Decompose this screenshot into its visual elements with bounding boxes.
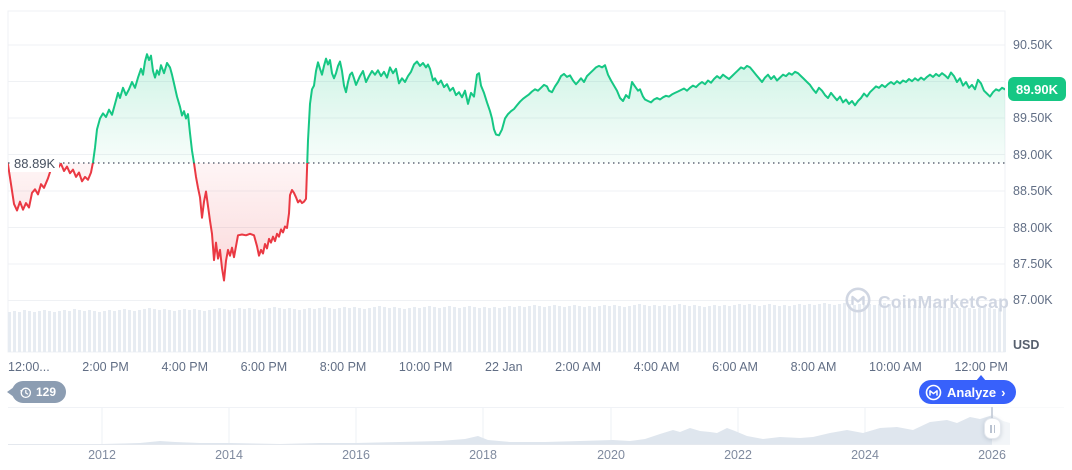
x-axis-label: 12:00 PM xyxy=(954,360,1008,374)
timeline-year-label: 2020 xyxy=(597,448,625,462)
timeline-unselected-overlay xyxy=(992,407,1072,445)
timeline-year-label: 2022 xyxy=(724,448,752,462)
timeline-year-label: 2012 xyxy=(88,448,116,462)
timeline-area xyxy=(8,415,1010,445)
drag-handle-icon xyxy=(990,424,992,433)
timeline-year-label: 2026 xyxy=(978,448,1006,462)
coinmarketcap-logo-icon xyxy=(925,384,942,401)
y-axis-label: 87.00K xyxy=(1013,293,1053,307)
timeline-year-label: 2014 xyxy=(215,448,243,462)
timeline-year-label: 2018 xyxy=(469,448,497,462)
y-axis-label: 89.50K xyxy=(1013,111,1053,125)
timeline-handle-stem xyxy=(991,407,993,420)
volume-bars xyxy=(8,303,1006,352)
watermark: CoinMarketCap xyxy=(845,287,1009,318)
baseline-price-label: 88.89K xyxy=(10,155,60,172)
history-count: 129 xyxy=(36,385,57,399)
x-axis-label: 2:00 PM xyxy=(82,360,129,374)
x-axis-label: 22 Jan xyxy=(485,360,523,374)
timeline-handle[interactable] xyxy=(984,418,1001,439)
y-axis-label: 88.00K xyxy=(1013,221,1053,235)
x-axis-label: 6:00 PM xyxy=(240,360,288,374)
coinmarketcap-logo-icon xyxy=(845,287,871,318)
chevron-right-icon: › xyxy=(1001,384,1006,400)
analyze-button[interactable]: Analyze › xyxy=(919,375,1017,404)
watermark-text: CoinMarketCap xyxy=(878,292,1009,312)
drag-handle-icon xyxy=(993,424,995,433)
x-axis-label: 10:00 AM xyxy=(869,360,922,374)
x-axis-label: 12:00... xyxy=(8,360,50,374)
current-price-badge: 89.90K xyxy=(1008,77,1066,101)
x-axis-label: 4:00 PM xyxy=(161,360,209,374)
price-line-up xyxy=(52,53,1005,163)
timeline-years: 2012 2014 2016 2018 2020 2022 2024 2026 xyxy=(0,448,1072,464)
price-chart[interactable] xyxy=(0,0,1072,356)
x-axis-label: 6:00 AM xyxy=(712,360,758,374)
x-axis-label: 10:00 PM xyxy=(398,360,453,374)
timeline-scrubber[interactable] xyxy=(0,407,1072,445)
x-axis-label: 4:00 AM xyxy=(633,360,680,374)
y-axis-label: 90.50K xyxy=(1013,38,1053,52)
timeline-year-label: 2024 xyxy=(851,448,879,462)
currency-label: USD xyxy=(1013,338,1040,352)
analyze-label: Analyze xyxy=(947,384,997,400)
y-axis-label: 89.00K xyxy=(1013,148,1053,162)
y-axis-label: 87.50K xyxy=(1013,257,1053,271)
x-axis-label: 2:00 AM xyxy=(555,360,602,374)
timeline-year-label: 2016 xyxy=(342,448,370,462)
x-axis-label: 8:00 AM xyxy=(790,360,837,374)
history-clock-icon xyxy=(19,386,32,399)
x-axis: 12:00... 2:00 PM 4:00 PM 6:00 PM 8:00 PM 10:0… xyxy=(8,360,1008,374)
history-count-badge[interactable]: 129 xyxy=(6,381,67,403)
x-axis-label: 8:00 PM xyxy=(319,360,367,374)
y-axis-label: 88.50K xyxy=(1013,184,1053,198)
